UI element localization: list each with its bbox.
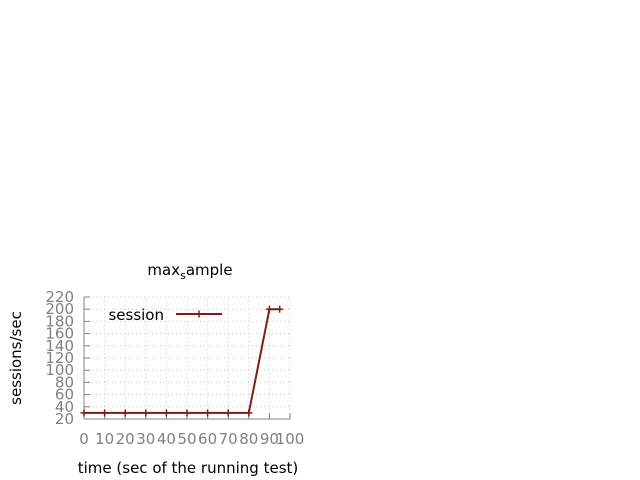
y-tick-label: 20 bbox=[55, 410, 74, 428]
data-point bbox=[162, 409, 170, 417]
x-tick-label: 0 bbox=[79, 430, 89, 448]
x-axis-label: time (sec of the running test) bbox=[78, 459, 299, 477]
x-tick-label: 70 bbox=[219, 430, 238, 448]
legend-marker bbox=[195, 310, 203, 318]
data-point bbox=[276, 305, 284, 313]
series-layer bbox=[80, 305, 284, 417]
chart-title-subscript: s bbox=[180, 269, 186, 282]
chart-title: maxsample bbox=[147, 261, 232, 282]
x-tick-label: 80 bbox=[239, 430, 258, 448]
y-tick-label: 100 bbox=[45, 361, 74, 379]
x-tick-label: 50 bbox=[177, 430, 196, 448]
chart-title-main: max bbox=[147, 261, 180, 279]
x-tick-label: 10 bbox=[95, 430, 114, 448]
y-tick-label: 80 bbox=[55, 373, 74, 391]
legend: session bbox=[108, 306, 222, 324]
x-tick-label: 90 bbox=[260, 430, 279, 448]
y-tick-label: 60 bbox=[55, 386, 74, 404]
y-tick-label: 140 bbox=[45, 337, 74, 355]
y-axis-label: sessions/sec bbox=[7, 311, 25, 405]
data-point bbox=[204, 409, 212, 417]
y-tick-label: 120 bbox=[45, 349, 74, 367]
data-point bbox=[245, 409, 253, 417]
data-point bbox=[121, 409, 129, 417]
y-tick-label: 160 bbox=[45, 325, 74, 343]
y-tick-label: 180 bbox=[45, 312, 74, 330]
legend-label: session bbox=[108, 306, 164, 324]
chart-title-rest: ample bbox=[186, 261, 233, 279]
series-line bbox=[84, 308, 280, 414]
data-point bbox=[183, 409, 191, 417]
data-point bbox=[142, 409, 150, 417]
data-point bbox=[101, 409, 109, 417]
x-tick-label: 100 bbox=[276, 430, 305, 448]
x-tick-label: 20 bbox=[116, 430, 135, 448]
data-point bbox=[224, 409, 232, 417]
x-tick-label: 30 bbox=[136, 430, 155, 448]
data-point bbox=[265, 305, 273, 313]
y-tick-label: 40 bbox=[55, 398, 74, 416]
y-tick-label: 200 bbox=[45, 300, 74, 318]
y-tick-label: 220 bbox=[45, 288, 74, 306]
data-point bbox=[80, 409, 88, 417]
grid bbox=[83, 296, 291, 420]
x-tick-label: 40 bbox=[157, 430, 176, 448]
x-tick-label: 60 bbox=[198, 430, 217, 448]
